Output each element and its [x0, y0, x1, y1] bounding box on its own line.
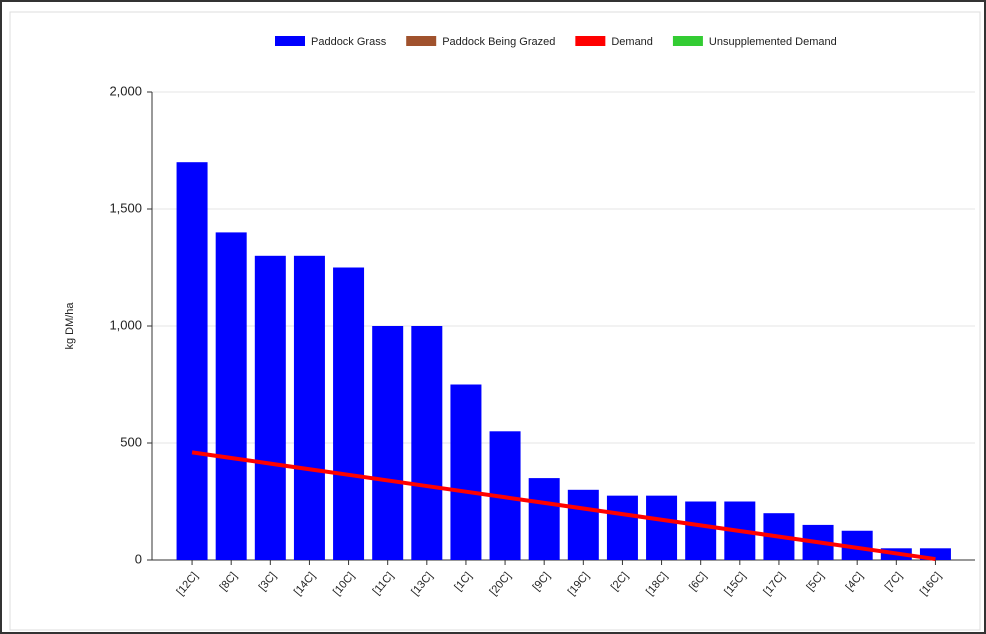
bar	[528, 478, 560, 560]
y-tick-label: 1,000	[109, 317, 142, 332]
bar	[685, 501, 717, 560]
y-axis-title: kg DM/ha	[64, 302, 76, 350]
legend-label: Demand	[611, 36, 653, 48]
legend-swatch	[575, 36, 606, 46]
panel	[9, 11, 981, 631]
bar	[646, 495, 678, 560]
bar	[333, 267, 365, 560]
bar	[254, 255, 286, 561]
bar	[372, 326, 404, 560]
legend-label: Paddock Grass	[311, 36, 387, 48]
bar	[606, 495, 638, 560]
bar	[450, 384, 482, 560]
legend-swatch	[672, 36, 703, 46]
legend-swatch	[406, 36, 437, 46]
bar	[215, 232, 247, 560]
bar	[567, 489, 599, 560]
bar	[176, 162, 208, 560]
bar	[293, 255, 325, 561]
legend-swatch	[275, 36, 305, 46]
y-tick-label: 500	[120, 434, 142, 449]
legend-label: Unsupplemented Demand	[709, 36, 837, 48]
y-tick-label: 1,500	[109, 200, 142, 215]
bar	[919, 548, 951, 560]
bar	[411, 326, 443, 560]
legend-label: Paddock Being Grazed	[442, 36, 555, 48]
y-tick-label: 0	[135, 551, 142, 566]
y-tick-label: 2,000	[109, 83, 142, 98]
line	[191, 450, 936, 562]
